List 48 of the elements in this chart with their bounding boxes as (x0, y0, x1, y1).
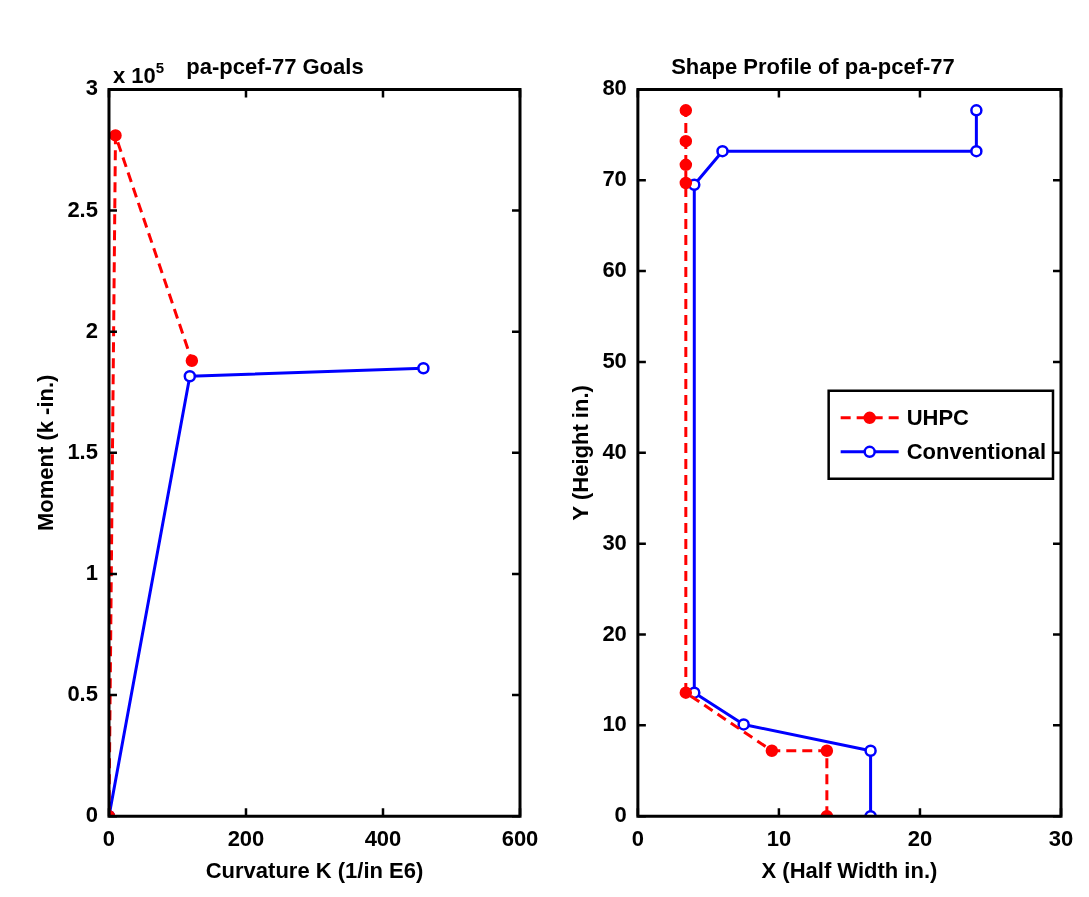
y-tick-label: 40 (602, 438, 627, 464)
y-tick-label: 60 (602, 257, 627, 283)
x-tick-label: 0 (102, 826, 116, 852)
y-tick-label: 10 (602, 711, 627, 737)
y-tick-label: 2 (85, 317, 98, 343)
point (185, 354, 199, 367)
point (679, 158, 693, 172)
point (864, 744, 877, 758)
point (183, 369, 197, 383)
point (716, 144, 729, 158)
point (679, 686, 693, 699)
point (820, 744, 834, 758)
y-tick-label: 1.5 (67, 438, 98, 464)
y-tick-label: 30 (602, 529, 627, 555)
point (679, 134, 693, 148)
x-axis-title: X (Half Width in.) (761, 857, 938, 883)
y-tick-label: 50 (602, 348, 627, 374)
x-tick-label: 600 (501, 826, 539, 852)
legend-label: UHPC (906, 404, 970, 430)
point (679, 104, 693, 117)
y-tick-label: 2.5 (67, 196, 98, 222)
point (737, 718, 750, 731)
y-tick-label: 3 (85, 75, 98, 101)
point (417, 362, 430, 375)
point (970, 144, 983, 158)
y-tick-label: 0.5 (67, 681, 98, 707)
y-tick-label: 0 (85, 802, 98, 828)
x-tick-label: 30 (1048, 826, 1074, 852)
y-axis-title: Moment (k -in.) (33, 374, 59, 532)
x-tick-label: 200 (227, 826, 265, 852)
y-tick-label: 80 (602, 75, 627, 101)
chart-title: pa-pcef-77 Goals (186, 54, 364, 80)
y-tick-label: 1 (85, 560, 98, 585)
x-tick-label: 0 (631, 826, 644, 852)
point (765, 744, 779, 758)
x-axis-title: Curvature K (1/in E6) (205, 857, 424, 883)
y-tick-label: 70 (602, 166, 627, 192)
point (679, 176, 693, 190)
y-axis-title: Y (Height in.) (568, 385, 594, 521)
x-tick-label: 10 (766, 826, 792, 852)
legend-label: Conventional (906, 438, 1047, 464)
point (109, 129, 122, 142)
chart-title: Shape Profile of pa-pcef-77 (671, 54, 955, 80)
x-tick-label: 400 (364, 826, 402, 852)
point (970, 104, 983, 117)
x-tick-label: 20 (907, 826, 933, 852)
y-tick-label: 20 (602, 620, 627, 646)
y-tick-label: 0 (614, 802, 627, 828)
